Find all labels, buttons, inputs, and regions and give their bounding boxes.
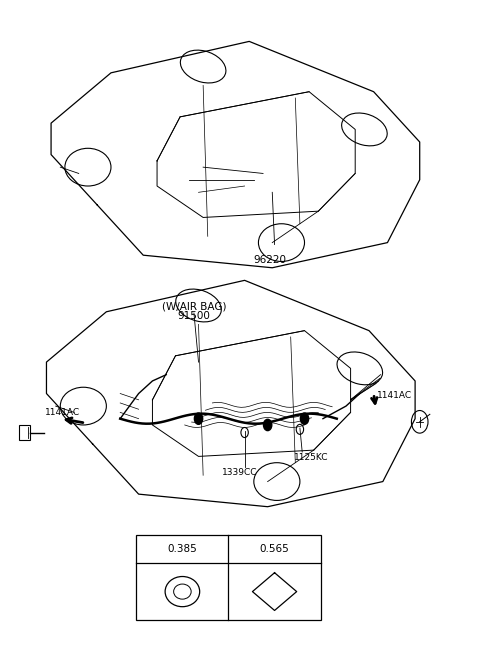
Text: 1125KC: 1125KC <box>294 453 329 462</box>
Text: 96220: 96220 <box>253 255 287 265</box>
Text: 91500: 91500 <box>178 311 210 321</box>
Circle shape <box>264 419 272 430</box>
Bar <box>19 425 30 440</box>
Circle shape <box>194 413 203 424</box>
Text: 0.565: 0.565 <box>260 544 289 554</box>
Circle shape <box>300 413 309 424</box>
Text: 1141AC: 1141AC <box>45 408 80 417</box>
Bar <box>136 535 321 620</box>
Text: 0.385: 0.385 <box>168 544 197 554</box>
Text: 1141AC: 1141AC <box>377 391 412 400</box>
Text: 1339CC: 1339CC <box>222 468 258 477</box>
Text: (W/AIR BAG): (W/AIR BAG) <box>162 301 226 311</box>
